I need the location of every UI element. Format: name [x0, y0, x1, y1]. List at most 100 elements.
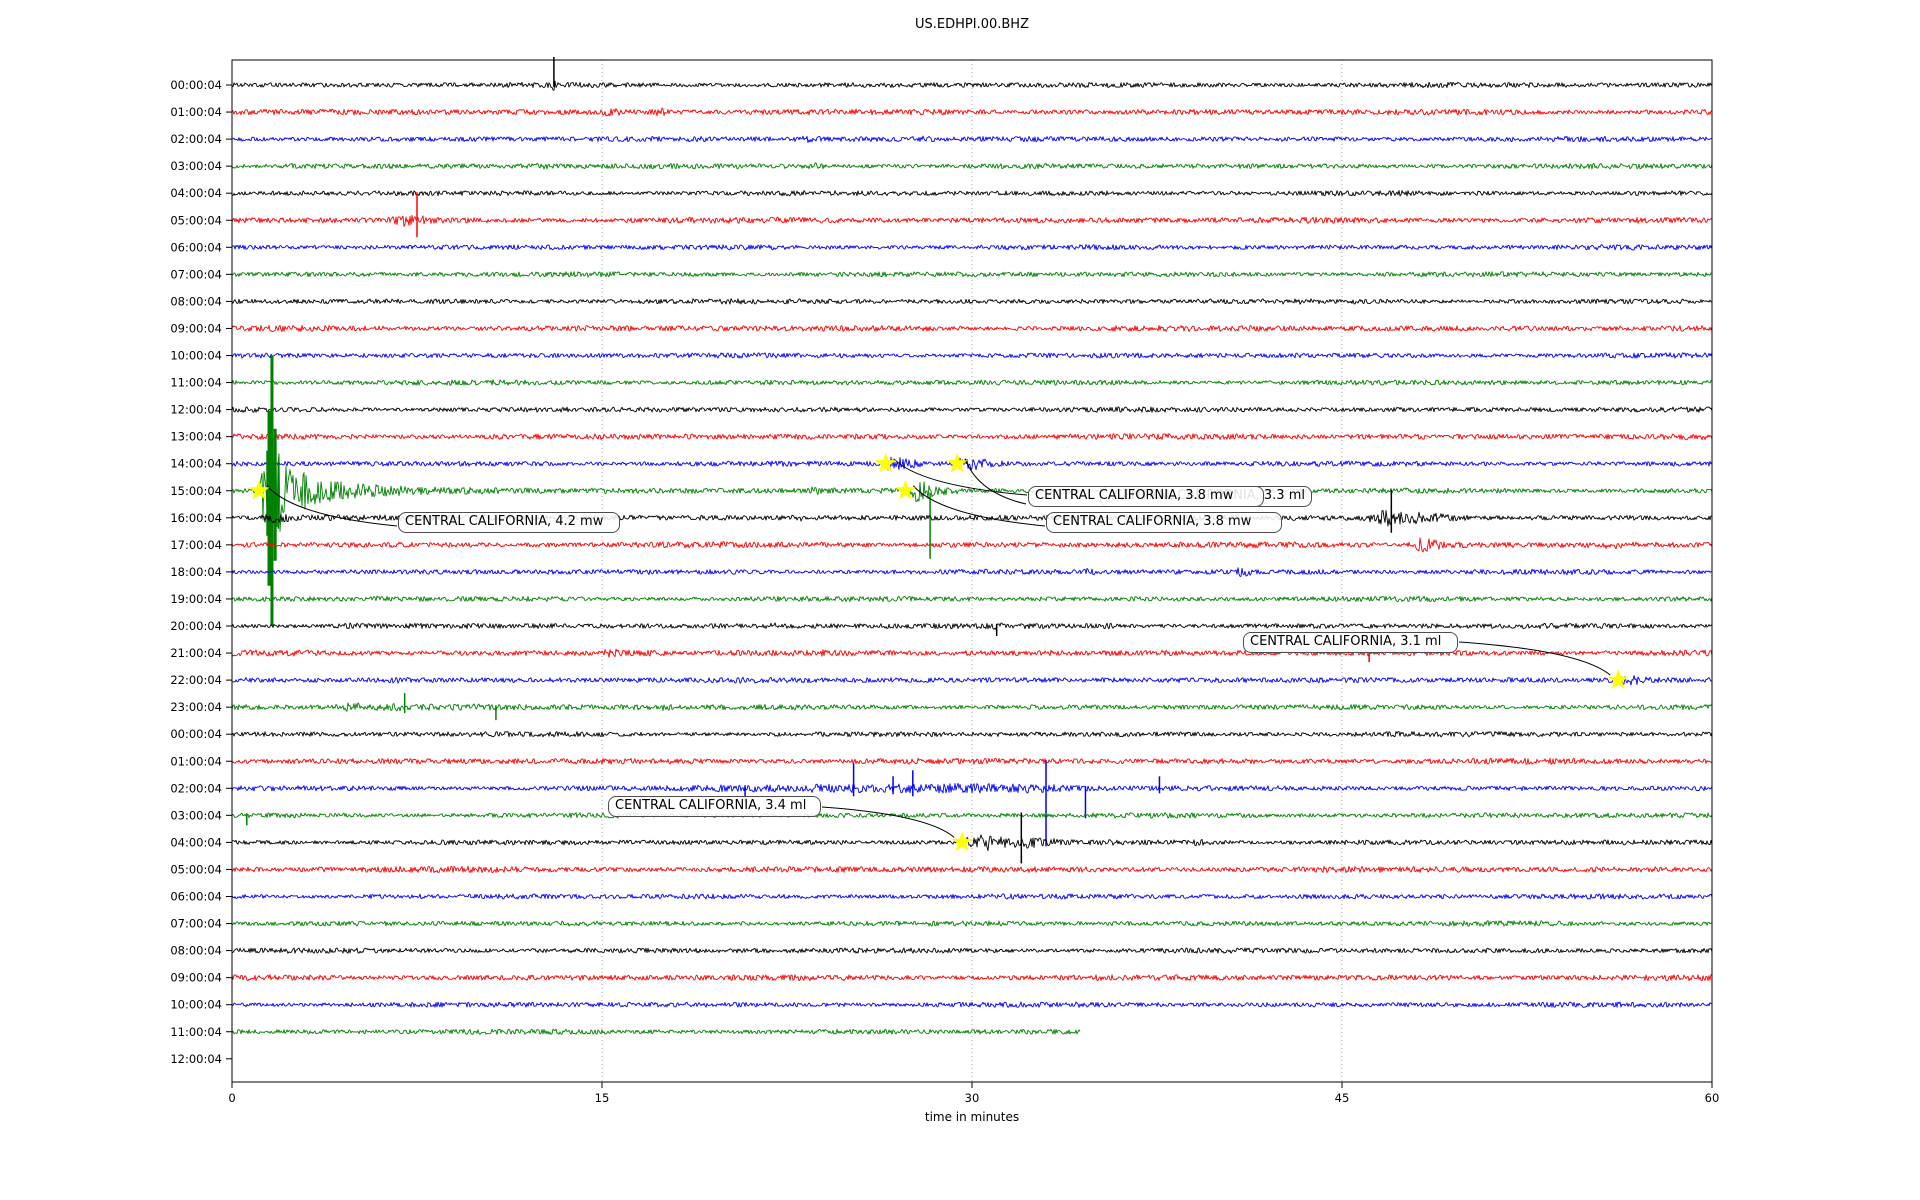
y-tick-label: 04:00:04: [170, 835, 222, 849]
trace-row: [231, 406, 1713, 413]
y-tick-label: 13:00:04: [170, 430, 222, 444]
trace-row: [231, 731, 1713, 738]
y-tick-label: 15:00:04: [170, 484, 222, 498]
x-tick-label: 60: [1705, 1091, 1720, 1105]
event-annotation-label: CENTRAL CALIFORNIA, 3.8 mw: [1035, 488, 1234, 503]
trace-row: [231, 675, 1713, 686]
y-tick-label: 10:00:04: [170, 349, 222, 363]
event-star-icon: [894, 479, 916, 500]
y-tick-label: 02:00:04: [170, 132, 222, 146]
trace-row: [231, 865, 1713, 874]
y-tick-label: 00:00:04: [170, 727, 222, 741]
x-tick-label: 45: [1335, 1091, 1350, 1105]
y-tick-label: 09:00:04: [170, 971, 222, 985]
trace-row: [231, 57, 1713, 91]
y-tick-label: 06:00:04: [170, 890, 222, 904]
y-tick-label: 11:00:04: [170, 376, 222, 390]
trace-row: [231, 107, 1713, 117]
trace-row: [231, 456, 1713, 472]
y-tick-label: 01:00:04: [170, 105, 222, 119]
trace-row: [231, 433, 1713, 441]
y-tick-label: 03:00:04: [170, 159, 222, 173]
y-tick-label: 23:00:04: [170, 700, 222, 714]
trace-row: [231, 298, 1713, 305]
trace-row: [231, 190, 1713, 197]
event-annotation-label: CENTRAL CALIFORNIA, 3.4 ml: [615, 798, 807, 813]
annotation-connector: [893, 458, 1028, 496]
y-tick-label: 11:00:04: [170, 1025, 222, 1039]
y-tick-label: 06:00:04: [170, 240, 222, 254]
event-annotation: CENTRAL CALIFORNIA, 3.4 ml: [608, 796, 821, 817]
trace-row: [231, 1028, 1081, 1035]
annotation-connector: [1458, 641, 1611, 676]
y-tick-label: 07:00:04: [170, 267, 222, 281]
y-tick-label: 18:00:04: [170, 565, 222, 579]
trace-row: [231, 586, 1713, 611]
y-tick-label: 08:00:04: [170, 294, 222, 308]
y-tick-label: 03:00:04: [170, 808, 222, 822]
event-annotation-label: CENTRAL CALIFORNIA, 3.1 ml: [1250, 634, 1442, 649]
y-tick-label: 00:00:04: [170, 78, 222, 92]
annotation-connector: [913, 485, 1046, 527]
x-axis-label: time in minutes: [924, 1110, 1020, 1124]
y-tick-label: 21:00:04: [170, 646, 222, 660]
y-tick-label: 02:00:04: [170, 781, 222, 795]
y-tick-label: 12:00:04: [170, 1052, 222, 1066]
annotation-connector: [964, 458, 1027, 505]
trace-row: [231, 244, 1713, 251]
trace-row: [231, 1001, 1713, 1008]
trace-row: [231, 352, 1713, 359]
y-tick-label: 04:00:04: [170, 186, 222, 200]
trace-row: [231, 162, 1713, 170]
y-tick-label: 12:00:04: [170, 403, 222, 417]
y-tick-label: 07:00:04: [170, 917, 222, 931]
y-tick-label: 19:00:04: [170, 592, 222, 606]
x-tick-label: 15: [595, 1091, 610, 1105]
event-star-icon: [248, 479, 270, 500]
trace-row: [231, 622, 1713, 636]
traces: [231, 57, 1713, 1035]
axes: 00:00:04 01:00:04 02:00:04 03:00:04 04:00:04…: [170, 59, 1720, 1105]
event-star-icon: [875, 452, 897, 473]
trace-row: [231, 567, 1713, 577]
trace-row: [231, 271, 1713, 278]
event-star-icon: [946, 452, 968, 473]
event-annotation: CENTRAL CALIFORNIA, 3.8 mw: [1046, 512, 1282, 533]
event-star-icon: [951, 831, 973, 852]
annotation-connector: [266, 485, 398, 527]
trace-row: [231, 757, 1713, 765]
y-tick-label: 05:00:04: [170, 213, 222, 227]
y-tick-label: 01:00:04: [170, 754, 222, 768]
event-annotation: CENTRAL CALIFORNIA, 3.8 mw: [1028, 486, 1264, 507]
y-tick-label: 22:00:04: [170, 673, 222, 687]
x-tick-label: 30: [965, 1091, 980, 1105]
y-tick-label: 20:00:04: [170, 619, 222, 633]
trace-row: [231, 947, 1713, 954]
trace-row: [231, 192, 1713, 238]
trace-row: [231, 760, 1713, 847]
x-tick-label: 0: [228, 1091, 235, 1105]
trace-row: [231, 812, 1713, 826]
trace-row: [231, 537, 1713, 553]
trace-row: [231, 812, 1713, 864]
trace-row: [231, 648, 1713, 663]
event-markers: [248, 452, 1629, 852]
event-annotation-label: CENTRAL CALIFORNIA, 4.2 mw: [405, 514, 604, 529]
trace-row: [231, 355, 1713, 626]
trace-row: [231, 135, 1713, 143]
y-tick-label: 10:00:04: [170, 998, 222, 1012]
chart-title: US.EDHPI.00.BHZ: [915, 17, 1029, 32]
event-annotation-label: CENTRAL CALIFORNIA, 3.8 mw: [1053, 514, 1252, 529]
y-tick-label: 14:00:04: [170, 457, 222, 471]
trace-row: [231, 974, 1713, 982]
trace-row: [231, 693, 1713, 721]
y-tick-label: 05:00:04: [170, 862, 222, 876]
event-star-icon: [1607, 669, 1629, 689]
event-annotation: CENTRAL CALIFORNIA, 4.2 mw: [398, 512, 620, 533]
y-tick-label: 09:00:04: [170, 321, 222, 335]
trace-row: [231, 893, 1713, 900]
trace-row: [231, 324, 1713, 333]
y-tick-label: 17:00:04: [170, 538, 222, 552]
